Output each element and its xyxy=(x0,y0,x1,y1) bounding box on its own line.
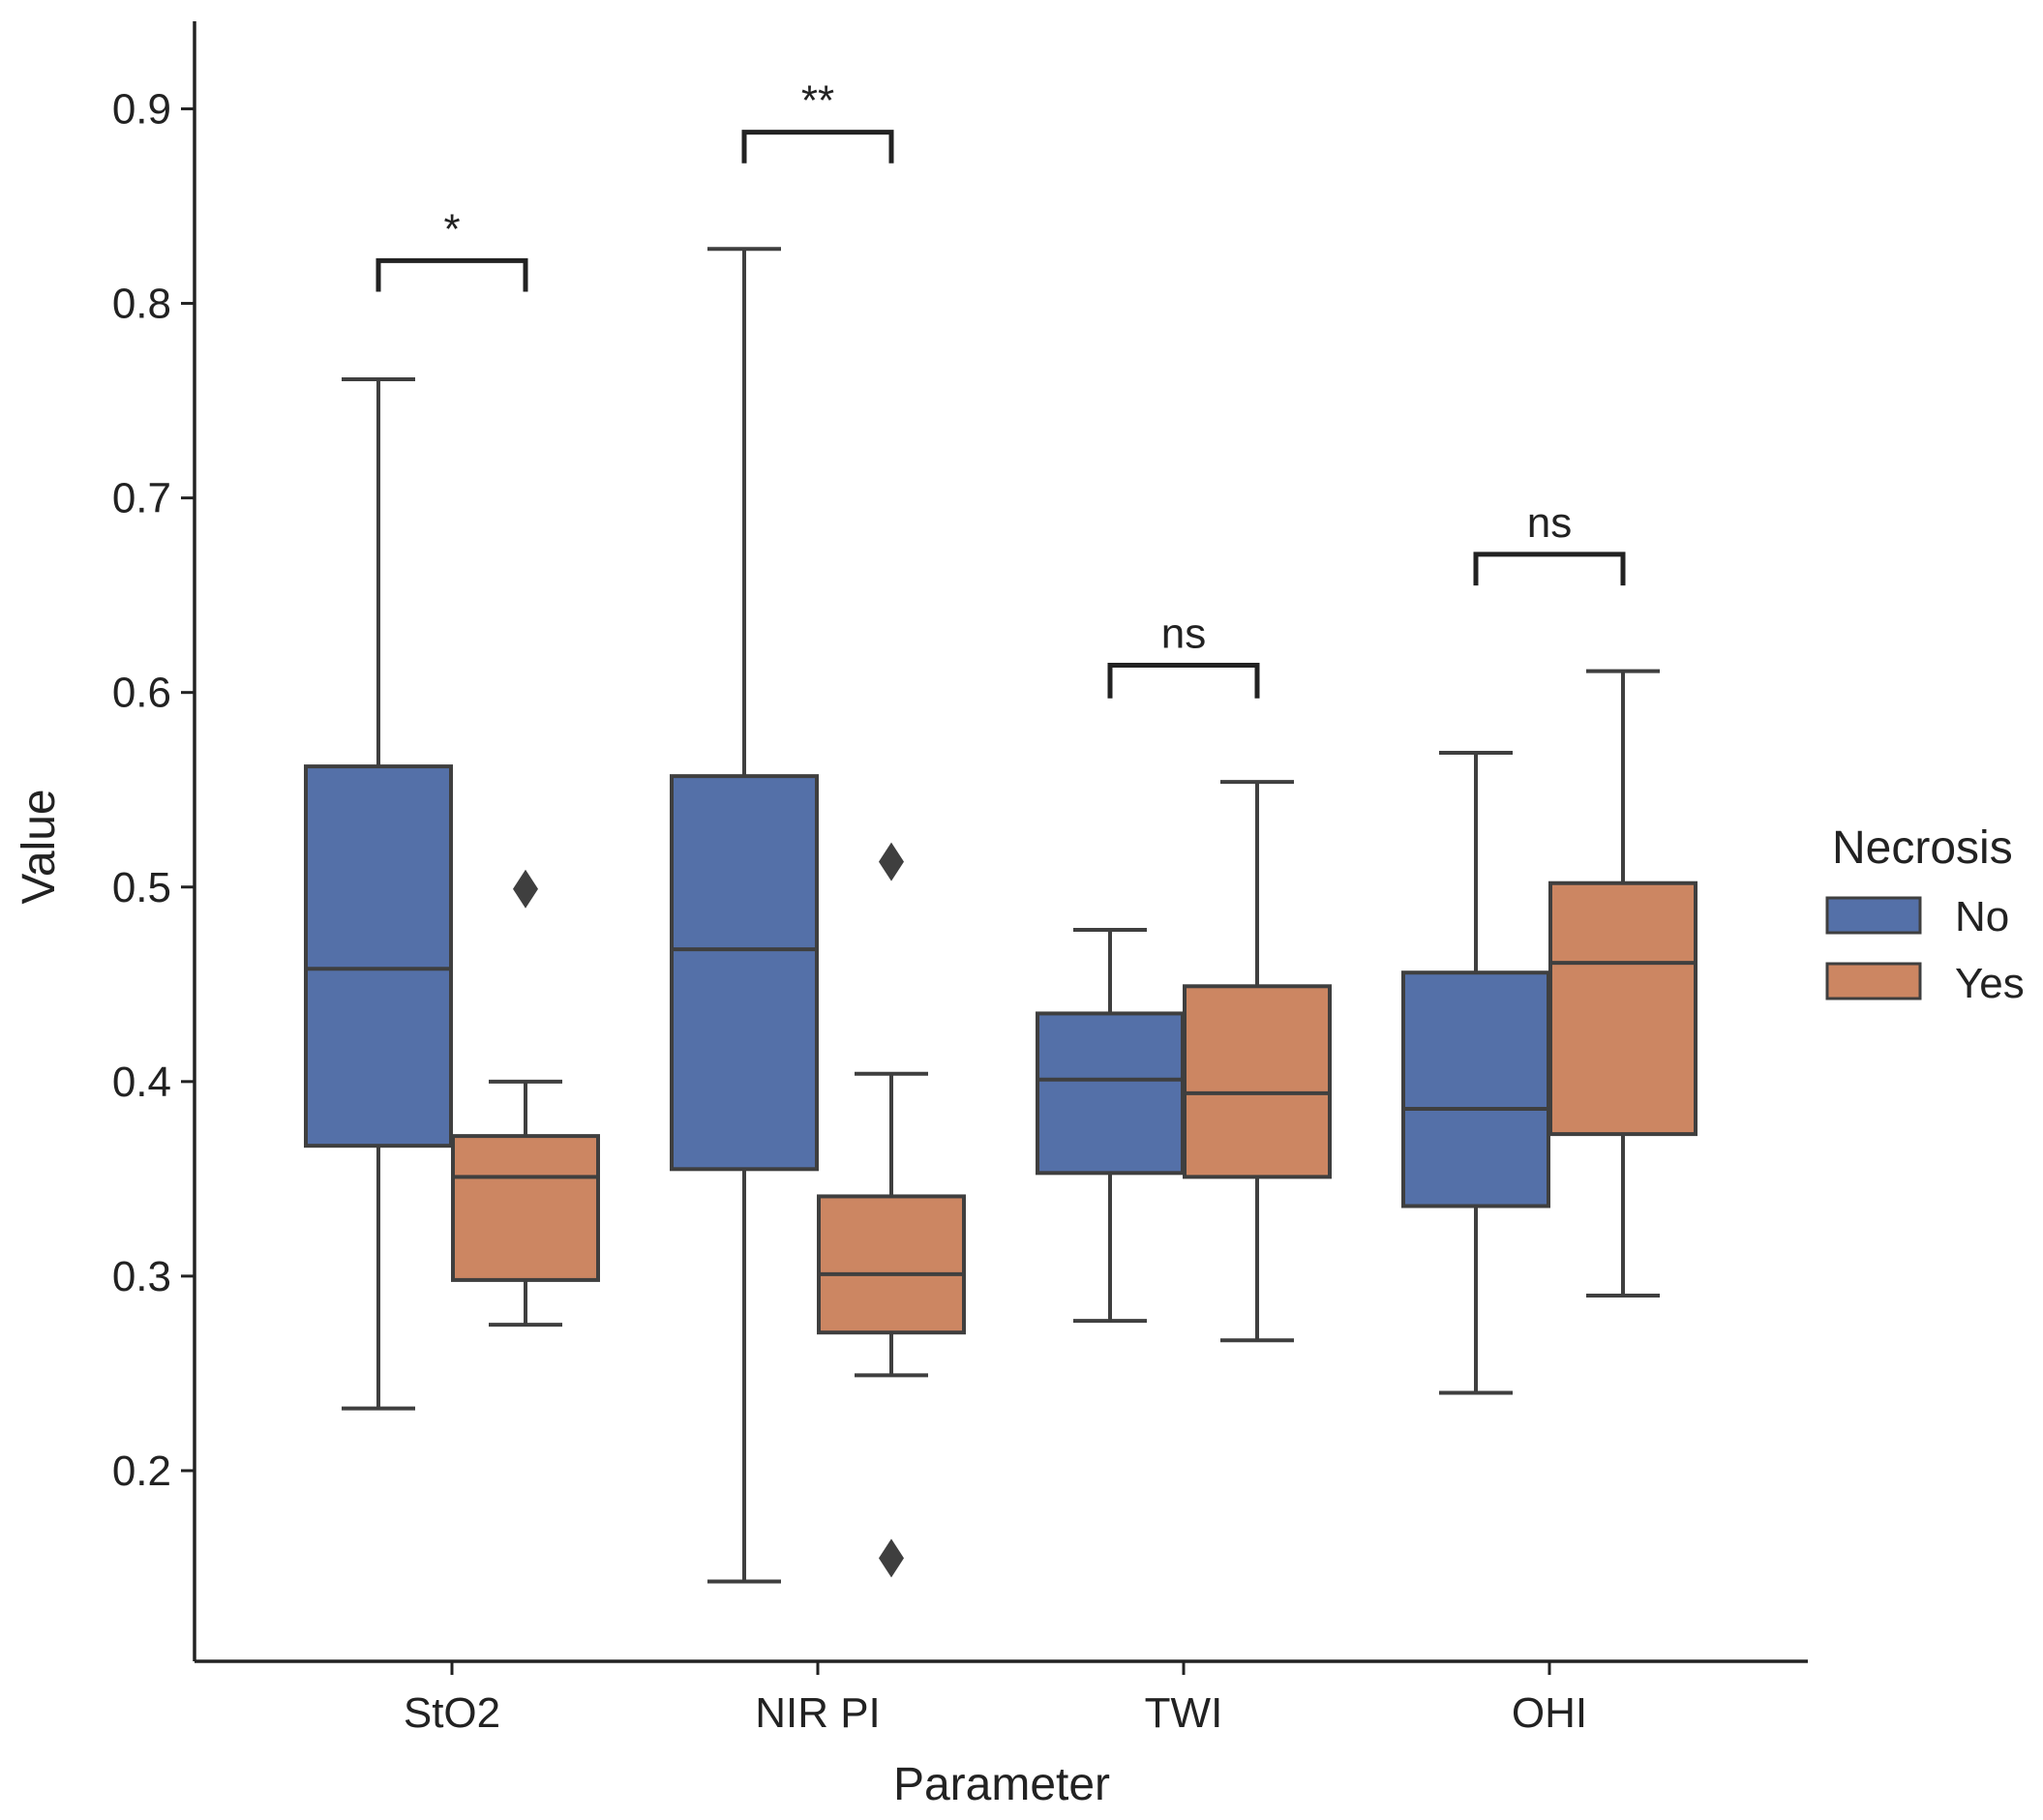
significance-bracket xyxy=(1473,552,1626,586)
y-tick-label: 0.7 xyxy=(112,475,171,522)
box-body xyxy=(451,1134,600,1282)
y-axis-title: Value xyxy=(14,789,65,904)
legend-label-no: No xyxy=(1955,893,2009,940)
box-body xyxy=(1401,970,1550,1208)
y-tick-label: 0.6 xyxy=(112,670,171,717)
y-tick-label: 0.4 xyxy=(112,1059,171,1106)
box-body xyxy=(817,1194,966,1335)
box-body xyxy=(304,764,453,1149)
significance-bracket xyxy=(376,257,528,292)
x-tick-label: OHI xyxy=(1512,1689,1587,1737)
significance-label: ** xyxy=(801,77,834,125)
y-tick-label: 0.2 xyxy=(112,1447,171,1495)
y-tick-label: 0.5 xyxy=(112,864,171,911)
significance-bracket xyxy=(1107,663,1260,699)
y-tick-label: 0.3 xyxy=(112,1253,171,1300)
significance-label: ns xyxy=(1527,499,1572,547)
x-tick-label: NIR PI xyxy=(755,1689,881,1737)
significance-bracket xyxy=(741,130,894,164)
box-yes-twi xyxy=(1183,780,1332,1343)
x-tick-label: TWI xyxy=(1145,1689,1223,1737)
box-no-sto2 xyxy=(304,376,453,1411)
box-body xyxy=(1036,1011,1185,1176)
legend-title: Necrosis xyxy=(1832,822,2013,874)
x-tick-label: StO2 xyxy=(404,1689,500,1737)
axes-layer: 0.2 0.3 0.4 0.5 0.6 0.7 0.8 0.9 StO2 NIR PI TWI OHI xyxy=(112,21,1808,1737)
legend: Necrosis No Yes xyxy=(1825,822,2025,1007)
box-yes-nir-pi xyxy=(817,842,966,1578)
y-tick-label: 0.9 xyxy=(112,85,171,133)
legend-swatch-no xyxy=(1825,896,1922,935)
legend-label-yes: Yes xyxy=(1955,960,2025,1007)
outlier-point xyxy=(879,1538,904,1578)
box-no-twi xyxy=(1036,927,1185,1324)
box-body xyxy=(1183,984,1332,1179)
significance-label: ns xyxy=(1161,611,1206,658)
box-yes-ohi xyxy=(1548,669,1697,1298)
box-yes-sto2 xyxy=(451,869,600,1328)
y-tick-label: 0.8 xyxy=(112,281,171,328)
box-no-ohi xyxy=(1401,751,1550,1395)
outlier-point xyxy=(879,842,904,881)
legend-swatch-yes xyxy=(1825,962,1922,1000)
box-no-nir-pi xyxy=(670,247,819,1584)
box-body xyxy=(1548,880,1697,1137)
significance-label: * xyxy=(443,205,460,253)
box-body xyxy=(670,774,819,1172)
boxes-layer xyxy=(304,247,1697,1584)
outlier-point xyxy=(513,869,538,909)
x-axis-title: Parameter xyxy=(893,1759,1110,1810)
